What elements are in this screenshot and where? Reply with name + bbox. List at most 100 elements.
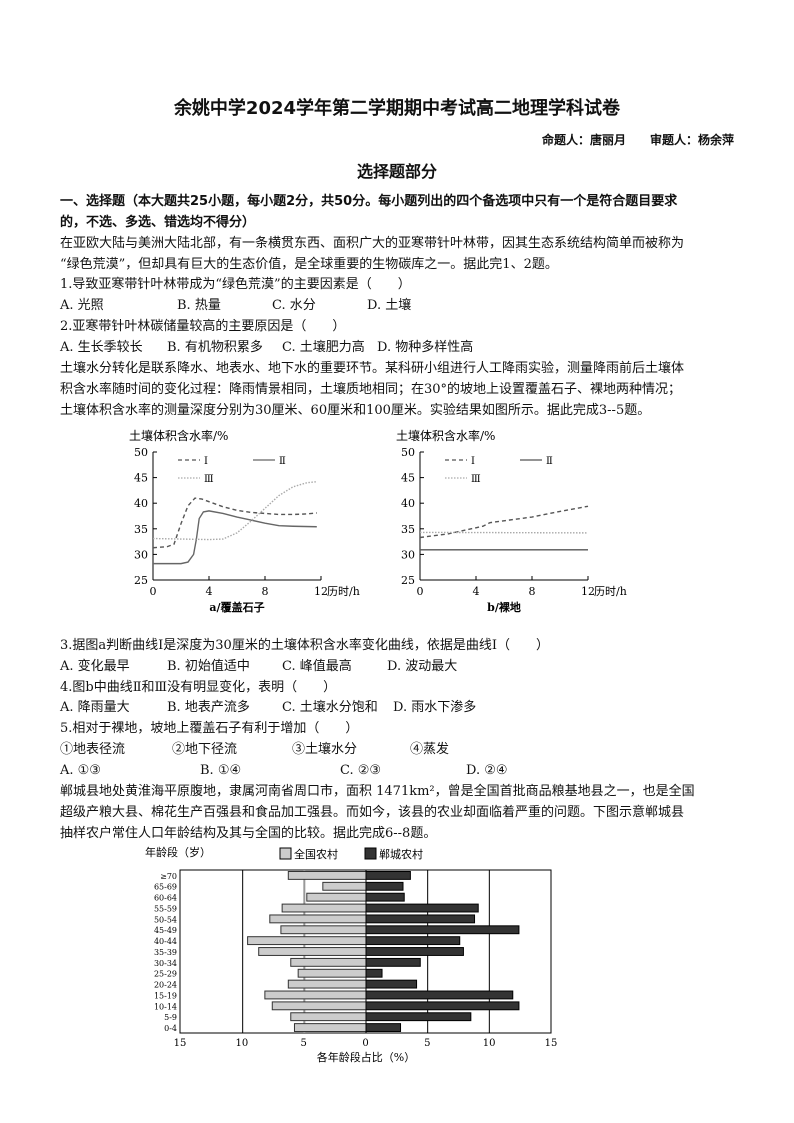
x-tick-label: 0 [362,1038,368,1049]
bar-dancheng [365,979,418,989]
option: D. 雨水下渗多 [393,700,477,715]
passage-line: 土壤水分转化是联系降水、地表水、地下水的重要环节。某科研小组进行人工降雨实验，测… [60,361,685,376]
category-label: 60-64 [154,894,177,903]
y-tick-label: 45 [134,472,148,485]
legend-label: 郸城农村 [379,847,423,861]
y-tick-label: 25 [134,574,148,587]
x-tick-label: 12 [314,585,328,598]
y-tick-label: 50 [401,446,415,459]
bar-dancheng [365,1023,402,1032]
category-label: 15-19 [154,991,177,1000]
page-title: 余姚中学2024学年第二学期期中考试高二地理学科试卷 [173,98,621,119]
section-title: 选择题部分 [356,162,437,181]
passage-line: 抽样农户常住人口年龄结构及其与全国的比较。据此完成6--8题。 [60,826,437,841]
option: D. ②④ [466,763,508,778]
legend-label: Ⅰ [204,456,208,467]
category-label: 50-54 [154,915,177,924]
bar-national [271,1001,367,1011]
x-axis-label: 历时/h [594,585,627,598]
bar-national [293,1023,367,1032]
y-axis-label: 土壤体积含水率/% [396,428,495,443]
option: D. 物种多样性高 [377,340,474,355]
y-tick-label: 50 [134,446,148,459]
option: A. 降雨量大 [60,700,130,715]
x-tick-label: 5 [300,1038,306,1049]
bar-national [281,903,367,913]
bar-national [287,979,367,989]
option: D. 土壤 [367,298,412,313]
option: A. 生长季较长 [60,340,143,355]
series-line-1 [152,497,317,549]
bar-national [258,947,367,956]
bar-dancheng [365,925,520,935]
bar-dancheng [365,881,404,891]
passage-line: 郸城县地处黄淮海平原腹地，隶属河南省周口市，面积 1471km²，曾是全国首批商… [60,784,695,799]
x-tick-label: 10 [483,1038,496,1049]
legend-swatch [279,847,292,860]
bar-national [297,968,367,978]
passage-line: 土壤体积含水率的测量深度分别为30厘米、60厘米和100厘米。实验结果如图所示。… [60,403,651,418]
instructions-line: 一、选择题（本大题共25小题，每小题2分，共50分。每小题列出的四个备选项中只有… [60,194,678,209]
option: A. 光照 [60,298,104,313]
category-label: 30-34 [154,959,177,968]
x-tick-label: 5 [424,1038,430,1049]
bar-dancheng [365,1001,520,1011]
legend-label: Ⅱ [546,456,553,467]
x-tick-label: 4 [473,585,480,598]
option: B. 地表产流多 [167,700,250,715]
passage-line: 超级产粮大县、棉花生产百强县和食品加工强县。而如今，该县的农业却面临着严重的问题… [60,805,685,820]
bar-dancheng [365,914,476,924]
chart-caption: a/覆盖石子 [209,600,264,614]
category-label: 65-69 [154,883,177,892]
category-label: 20-24 [154,981,177,990]
x-axis-label: 各年龄段占比（%） [317,1050,415,1064]
bar-national [264,990,367,1000]
bar-dancheng [365,947,464,956]
bar-national [287,871,367,880]
question-stem: 4.图b中曲线Ⅱ和Ⅲ没有明显变化，表明（ ） [60,680,337,695]
series-line-3 [152,480,317,541]
bar-national [290,1012,367,1022]
item: ②地下径流 [172,742,238,757]
bar-dancheng [365,892,405,902]
bar-national [322,881,367,891]
y-axis-label: 土壤体积含水率/% [129,428,228,443]
passage-line: 积含水率随时间的变化过程：降雨情景相同，土壤质地相同；在30°的坡地上设置覆盖石… [60,382,682,397]
series-line-2 [153,510,317,565]
y-tick-label: 35 [134,523,148,536]
option: C. 土壤肥力高 [282,340,365,355]
legend-swatch [364,847,377,860]
category-label: 0-4 [164,1024,177,1033]
category-label: 40-44 [154,937,177,946]
category-label: ≥70 [160,872,177,881]
legend-label: Ⅲ [204,474,214,485]
bar-dancheng [365,990,514,1000]
x-tick-label: 4 [206,585,213,598]
question-stem: 2.亚寒带针叶林碳储量较高的主要原因是（ ） [60,319,346,334]
instructions-line: 的，不选、多选、错选均不得分） [60,215,256,230]
option: A. ①③ [60,763,101,778]
x-tick-label: 0 [417,585,424,598]
y-axis-label: 年龄段（岁） [145,845,211,859]
item: ③土壤水分 [292,742,358,757]
bar-dancheng [365,903,479,913]
option: D. 波动最大 [387,659,458,674]
category-label: 55-59 [154,904,177,913]
bar-dancheng [365,957,421,967]
y-tick-label: 30 [134,548,148,561]
bar-dancheng [365,936,461,946]
x-tick-label: 15 [545,1038,558,1049]
passage-line: 在亚欧大陆与美洲大陆北部，有一条横贯东西、面积广大的亚寒带针叶林带，因其生态系统… [60,236,685,251]
bar-dancheng [365,871,411,880]
legend-label: Ⅱ [279,456,286,467]
bar-national [269,914,367,924]
option: C. 土壤水分饱和 [282,700,378,715]
category-label: 5-9 [164,1013,177,1022]
option: A. 变化最早 [60,659,130,674]
x-axis-label: 历时/h [327,585,360,598]
option: C. 峰值最高 [282,659,352,674]
x-tick-label: 10 [235,1038,248,1049]
passage-line: “绿色荒漠”，但却具有巨大的生态价值，是全球重要的生物碳库之一。据此完1、2题。 [60,257,558,272]
